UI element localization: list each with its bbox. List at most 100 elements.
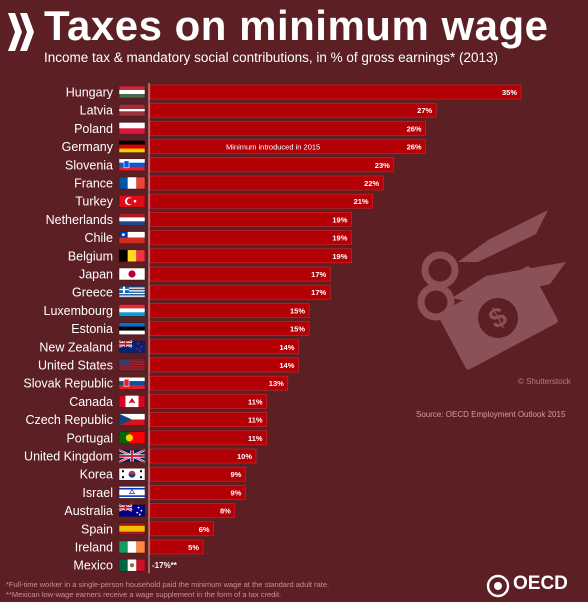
luxembourg-flag — [118, 304, 146, 317]
chile-flag — [118, 231, 146, 244]
czech-republic-flag — [118, 413, 146, 426]
category-label-japan: Japan — [79, 268, 113, 282]
data-labels: 35% 27% 26% 26% 23% 22% 21% 19% 19% 19% 17% 17% 15% 1… — [152, 88, 517, 570]
latvia-flag — [118, 103, 146, 117]
bar-korea — [149, 466, 246, 482]
category-label-czech-republic: Czech Republic — [25, 413, 113, 427]
data-label-latvia: 27% — [417, 106, 432, 115]
bar-new-zealand — [149, 339, 299, 355]
data-label-australia: 8% — [220, 507, 231, 516]
bar-portugal — [149, 430, 267, 446]
data-label-slovak-republic: 13% — [269, 379, 284, 388]
category-label-united-states: United States — [38, 359, 113, 373]
category-label-australia: Australia — [64, 504, 113, 518]
category-label-spain: Spain — [81, 522, 113, 536]
data-label-mexico: -17%** — [152, 561, 178, 570]
category-label-netherlands: Netherlands — [46, 213, 113, 227]
category-label-portugal: Portugal — [66, 431, 113, 445]
australia-flag — [118, 503, 146, 517]
mexico-flag — [118, 558, 146, 572]
data-label-new-zealand: 14% — [279, 343, 294, 352]
data-label-france: 22% — [364, 179, 379, 188]
canada-flag — [118, 395, 146, 408]
category-label-germany: Germany — [62, 140, 114, 154]
bar-belgium — [149, 248, 352, 264]
data-label-japan: 17% — [311, 270, 326, 279]
data-label-chile: 19% — [332, 234, 347, 243]
category-label-new-zealand: New Zealand — [39, 340, 113, 354]
data-label-united-states: 14% — [279, 361, 294, 370]
data-label-united-kingdom: 10% — [237, 452, 252, 461]
poland-flag — [118, 122, 146, 135]
bar-ireland — [149, 539, 204, 555]
bar-estonia — [149, 321, 310, 336]
bar-spain — [149, 521, 214, 537]
netherlands-flag — [118, 213, 146, 226]
oecd-brand-text: OECD — [513, 573, 568, 594]
category-label-france: France — [74, 177, 113, 191]
bar-latvia — [149, 102, 437, 118]
category-label-greece: Greece — [72, 286, 113, 300]
belgium-flag — [118, 249, 146, 263]
oecd-globe-icon — [486, 574, 510, 598]
category-label-ireland: Ireland — [75, 541, 113, 555]
ireland-flag — [118, 540, 146, 554]
category-labels: Hungary Latvia Poland Germany Slovenia France… — [23, 86, 113, 573]
data-label-greece: 17% — [311, 288, 326, 297]
data-label-germany: 26% — [407, 143, 422, 152]
category-label-united-kingdom: United Kingdom — [24, 450, 113, 464]
category-label-mexico: Mexico — [73, 559, 113, 573]
category-label-chile: Chile — [85, 231, 114, 245]
israel-flag — [118, 486, 146, 499]
data-label-portugal: 11% — [248, 434, 263, 443]
bars — [149, 84, 522, 555]
category-label-latvia: Latvia — [80, 104, 113, 118]
data-label-belgium: 19% — [332, 252, 347, 261]
bar-luxembourg — [149, 303, 310, 318]
bar-chile — [149, 230, 352, 245]
bar-japan — [149, 266, 331, 282]
korea-flag — [118, 467, 146, 481]
bar-australia — [149, 503, 236, 518]
data-label-canada: 11% — [248, 397, 263, 406]
data-label-netherlands: 19% — [332, 215, 347, 224]
japan-flag — [118, 267, 146, 281]
page-subtitle: Income tax & mandatory social contributi… — [44, 50, 498, 65]
data-label-ireland: 5% — [188, 543, 199, 552]
category-label-israel: Israel — [82, 486, 113, 500]
data-label-estonia: 15% — [290, 325, 305, 334]
united-states-flag — [118, 358, 146, 372]
data-label-czech-republic: 11% — [248, 416, 263, 425]
spain-flag — [118, 522, 146, 536]
bar-slovak-republic — [149, 375, 289, 391]
data-label-poland: 26% — [407, 124, 422, 133]
new-zealand-flag — [118, 339, 146, 354]
united-kingdom-flag — [118, 449, 146, 463]
category-label-slovak-republic: Slovak Republic — [23, 377, 113, 391]
flags — [118, 85, 146, 572]
bar-united-kingdom — [149, 448, 257, 464]
oecd-chevron-logo-icon — [8, 13, 34, 51]
estonia-flag — [118, 322, 146, 335]
category-label-korea: Korea — [80, 468, 113, 482]
bar-slovenia — [149, 157, 395, 173]
slovenia-flag — [118, 158, 146, 172]
bar-israel — [149, 485, 246, 500]
germany-annotation: Minimum introduced in 2015 — [226, 143, 320, 152]
france-flag — [118, 176, 146, 190]
data-label-spain: 6% — [199, 525, 210, 534]
bar-france — [149, 175, 384, 191]
category-label-estonia: Estonia — [71, 322, 113, 336]
portugal-flag — [118, 431, 146, 445]
data-label-slovenia: 23% — [375, 161, 390, 170]
category-label-turkey: Turkey — [75, 195, 113, 209]
bar-greece — [149, 284, 331, 300]
bar-czech-republic — [149, 412, 267, 427]
category-label-luxembourg: Luxembourg — [44, 304, 114, 318]
page-title: Taxes on minimum wage — [44, 2, 549, 49]
slovakia-flag — [118, 376, 146, 390]
data-label-luxembourg: 15% — [290, 306, 305, 315]
category-label-canada: Canada — [69, 395, 113, 409]
